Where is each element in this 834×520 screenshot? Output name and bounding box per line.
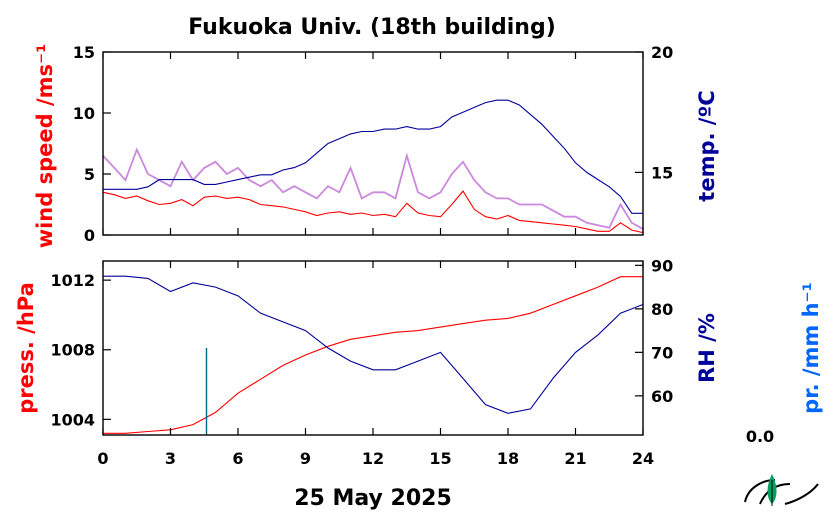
left-y-tick-label: 1008 [50, 341, 95, 360]
x-tick-label: 6 [232, 449, 243, 468]
pressure-humidity-plot-area [103, 275, 644, 435]
left-y-tick-label: 10 [73, 104, 95, 123]
right-y-tick-label: 70 [651, 343, 673, 362]
pressure-axis-label: press. /hPa [14, 282, 38, 414]
series-line-1-1 [103, 275, 644, 414]
pressure-humidity-frame [102, 260, 644, 436]
series-line-1-0 [103, 276, 643, 434]
x-tick-label: 0 [97, 449, 108, 468]
precipitation-value-label: 0.0 [746, 427, 774, 446]
series-line-0-2 [103, 99, 643, 214]
date-label: 25 May 2025 [294, 486, 452, 511]
chart-title: Fukuoka Univ. (18th building) [188, 15, 556, 40]
left-y-tick-label: 1012 [50, 271, 95, 290]
x-tick-label: 12 [362, 449, 384, 468]
precipitation-axis-label: pr. /mm h⁻¹ [799, 282, 823, 414]
left-y-tick-label: 1004 [50, 410, 95, 429]
series-line-0-1 [102, 147, 644, 230]
wind-temp-panel: 0 5 10 15 15 20 wind speed /ms⁻¹ temp. /ºC [33, 43, 719, 248]
right-y-tick-label: 90 [651, 256, 673, 275]
wind-temp-plot-area [102, 99, 644, 234]
right-y-tick-label: 80 [651, 300, 673, 319]
left-y-tick-label: 5 [84, 165, 95, 184]
wind-speed-axis-label: wind speed /ms⁻¹ [33, 44, 57, 249]
institution-logo [744, 474, 819, 506]
x-tick-label: 9 [300, 449, 311, 468]
pressure-humidity-ticks: 0 3 6 9 12 15 18 21 24 1004 1008 1012 60 70 80 90 [50, 256, 673, 468]
x-tick-label: 18 [497, 449, 519, 468]
right-y-tick-label: 20 [651, 43, 673, 62]
left-y-tick-label: 0 [84, 226, 95, 245]
pressure-humidity-panel: 0 3 6 9 12 15 18 21 24 1004 1008 1012 60 70 80 90 press… [14, 256, 823, 468]
x-tick-label: 21 [564, 449, 586, 468]
humidity-axis-label: RH /% [695, 313, 719, 383]
wind-temp-frame [102, 51, 644, 236]
right-y-tick-label: 15 [651, 163, 673, 182]
temperature-axis-label: temp. /ºC [695, 90, 719, 201]
x-tick-label: 24 [632, 449, 654, 468]
right-y-tick-label: 60 [651, 387, 673, 406]
x-tick-label: 15 [429, 449, 451, 468]
left-y-tick-label: 15 [73, 43, 95, 62]
x-tick-label: 3 [165, 449, 176, 468]
wind-temp-ticks: 0 5 10 15 15 20 [73, 43, 674, 245]
series-line-0-0 [102, 190, 644, 234]
